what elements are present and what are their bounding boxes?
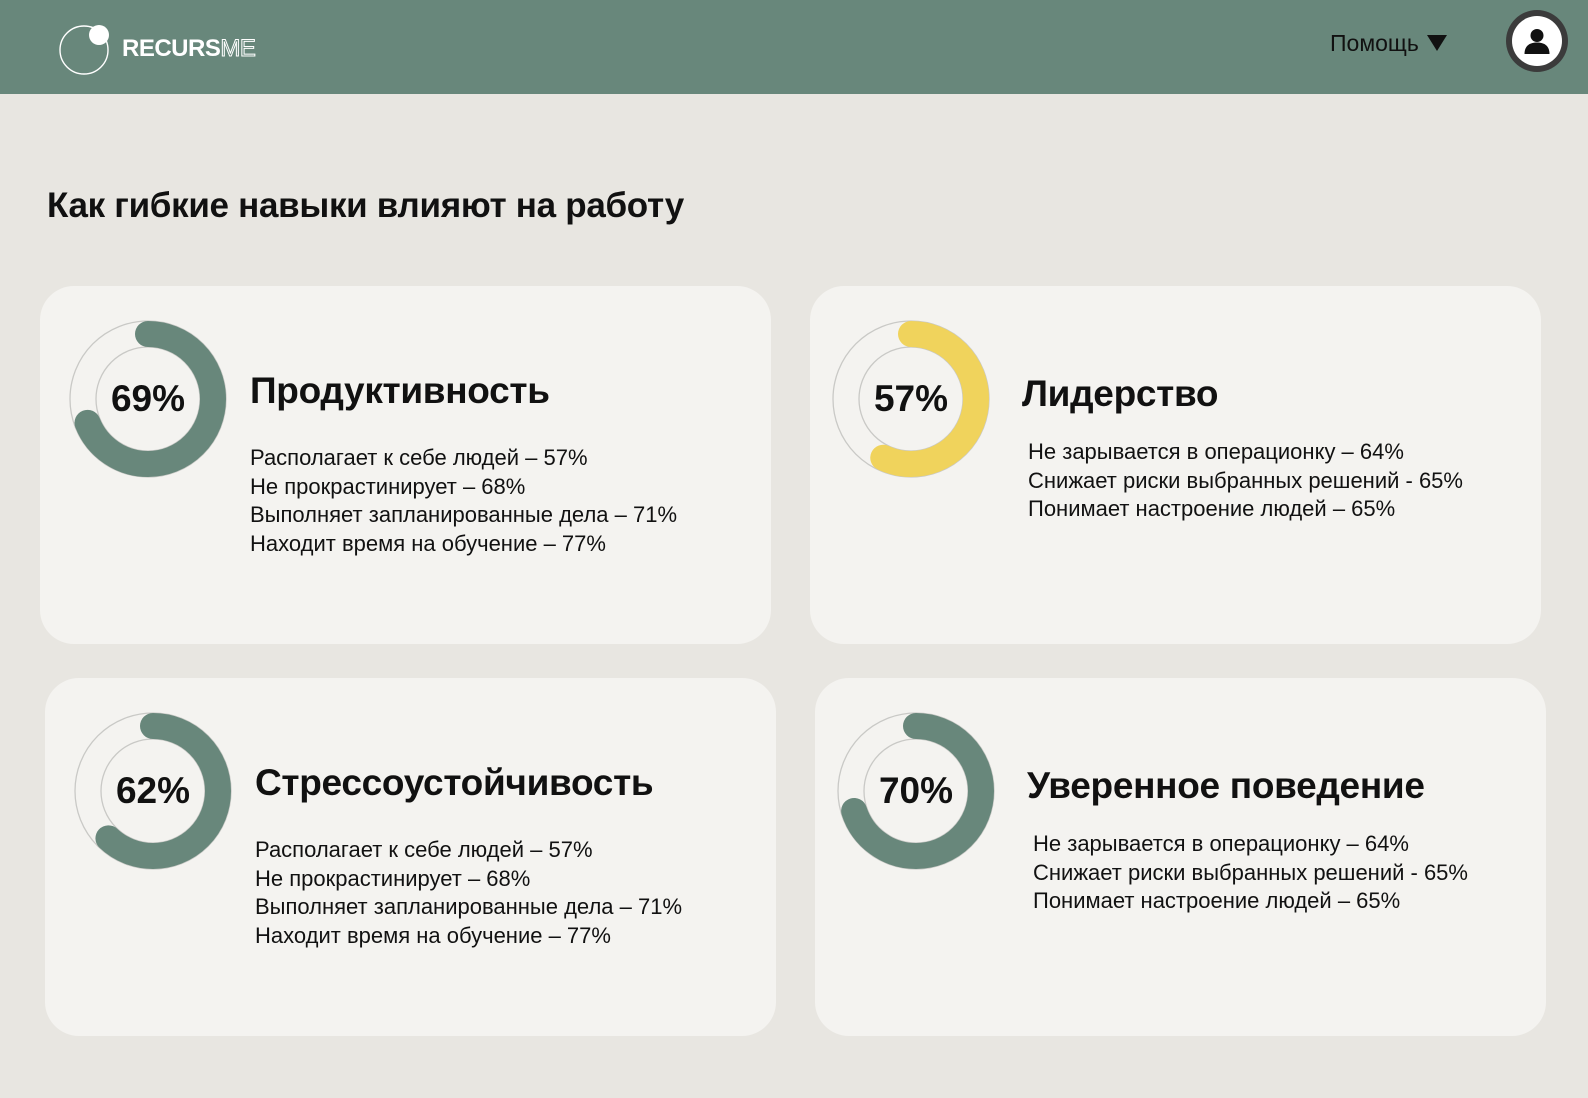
donut-svg — [74, 712, 232, 870]
stat-item: Снижает риски выбранных решений - 65% — [1033, 859, 1468, 885]
card-title: Стрессоустойчивость — [255, 762, 654, 803]
stat-item: Находит время на обучение – 77% — [255, 922, 611, 948]
page-title: Как гибкие навыки влияют на работу — [47, 186, 684, 225]
skill-card-leadership: 57% Лидерство Не зарывается в операционк… — [810, 286, 1541, 644]
logo-circle-icon — [58, 22, 112, 76]
stat-item: Понимает настроение людей – 65% — [1033, 888, 1401, 913]
donut-percent-label: 70% — [878, 770, 954, 811]
dropdown-triangle-icon — [1426, 35, 1447, 51]
donut-progress-arc — [833, 321, 989, 477]
stat-item: Снижает риски выбранных решений - 65% — [1028, 467, 1463, 493]
stat-item: Располагает к себе людей – 57% — [255, 837, 593, 862]
donut-percent-label: 57% — [873, 378, 949, 419]
donut-percent-label: 62% — [115, 770, 191, 811]
donut-chart: 70% — [836, 711, 996, 871]
stat-item: Располагает к себе людей – 57% — [250, 445, 588, 470]
top-bar: RECURSME Помощь — [0, 0, 1588, 94]
stat-item: Находит время на обучение – 77% — [250, 530, 606, 556]
card-title: Продуктивность — [250, 370, 550, 411]
stat-list: Располагает к себе людей – 57% Не прокра… — [255, 836, 682, 950]
donut-progress-arc — [838, 713, 994, 869]
donut-percent-label: 69% — [110, 378, 186, 419]
card-title: Лидерство — [1022, 373, 1219, 414]
stat-item: Не прокрастинирует – 68% — [250, 473, 526, 499]
donut-chart: 62% — [73, 711, 233, 871]
stat-list: Располагает к себе людей – 57% Не прокра… — [250, 444, 677, 558]
stat-list: Не зарывается в операционку – 64% Снижае… — [1033, 830, 1468, 916]
stat-item: Не зарывается в операционку – 64% — [1033, 831, 1409, 856]
skill-card-confident-behavior: 70% Уверенное поведение Не зарывается в … — [815, 678, 1546, 1036]
user-icon — [1512, 16, 1562, 66]
brand-name: RECURSME — [122, 35, 256, 63]
donut-chart: 57% — [831, 319, 991, 479]
skill-card-stress-resistance: 62% Стрессоустойчивость Располагает к се… — [45, 678, 776, 1036]
card-title: Уверенное поведение — [1027, 765, 1425, 806]
stat-item: Выполняет запланированные дела – 71% — [250, 502, 678, 527]
brand-logo[interactable]: RECURSME — [58, 22, 256, 76]
stat-item: Выполняет запланированные дела – 71% — [255, 894, 683, 919]
donut-svg — [69, 320, 227, 478]
donut-svg — [832, 320, 990, 478]
donut-progress-arc — [70, 321, 226, 477]
user-avatar-button[interactable] — [1506, 10, 1568, 72]
stat-item: Не прокрастинирует – 68% — [255, 865, 531, 891]
stat-item: Не зарывается в операционку – 64% — [1028, 439, 1404, 464]
help-label: Помощь — [1330, 29, 1419, 56]
stat-item: Понимает настроение людей – 65% — [1028, 496, 1396, 521]
help-menu-button[interactable]: Помощь — [1330, 28, 1447, 58]
donut-chart: 69% — [68, 319, 228, 479]
stat-list: Не зарывается в операционку – 64% Снижае… — [1028, 438, 1463, 524]
donut-progress-arc — [75, 713, 231, 869]
donut-svg — [837, 712, 995, 870]
skill-card-productivity: 69% Продуктивность Располагает к себе лю… — [40, 286, 771, 644]
